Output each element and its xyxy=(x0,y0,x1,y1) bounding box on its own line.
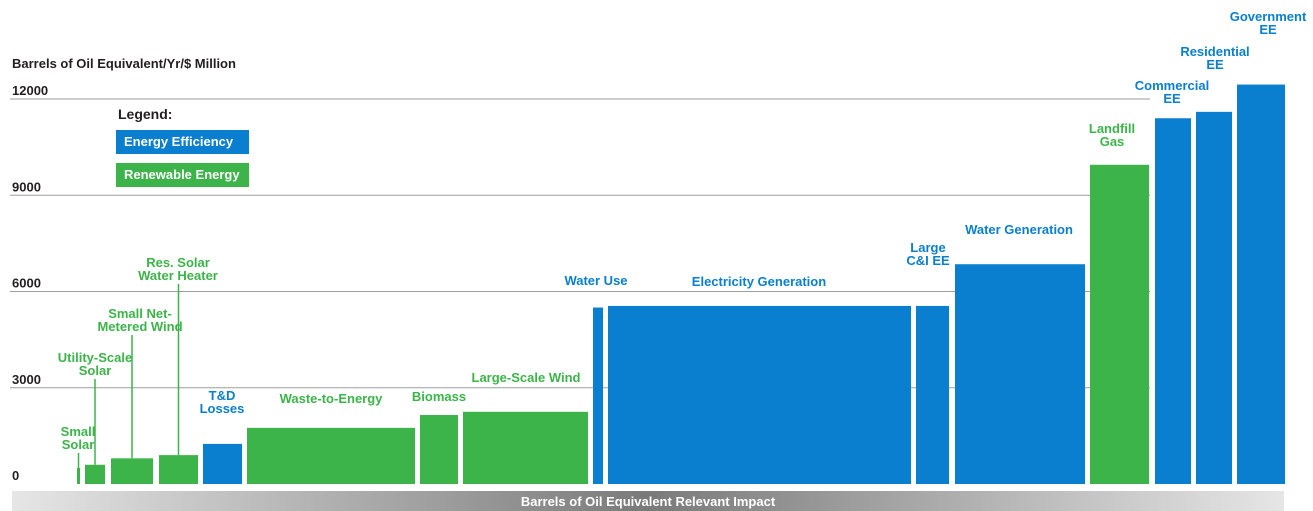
bars xyxy=(77,84,1285,485)
bar xyxy=(955,264,1085,484)
bar xyxy=(593,307,603,484)
bar-label: Large-Scale Wind xyxy=(472,370,581,385)
x-axis-label: Barrels of Oil Equivalent Relevant Impac… xyxy=(521,494,776,509)
bar-label: Water Generation xyxy=(965,222,1073,237)
legend-renewable-energy: Renewable Energy xyxy=(116,163,249,187)
bar xyxy=(463,411,588,484)
bar xyxy=(1090,164,1149,485)
bar xyxy=(1237,84,1285,484)
bar-label: Waste-to-Energy xyxy=(280,391,384,406)
bar-label: Small Solar xyxy=(61,424,96,452)
bar-label: Biomass xyxy=(412,389,466,404)
bar xyxy=(247,427,415,484)
bar xyxy=(159,455,198,484)
legend-energy-efficiency: Energy Efficiency xyxy=(116,130,249,154)
y-tick-label: 12000 xyxy=(12,83,48,98)
bar-label: Res. Solar Water Heater xyxy=(138,255,218,283)
bar xyxy=(1196,111,1232,484)
y-axis-label: Barrels of Oil Equivalent/Yr/$ Million xyxy=(12,56,236,71)
bar-label: Residential EE xyxy=(1180,44,1249,72)
y-tick-label: 0 xyxy=(12,468,19,483)
bar xyxy=(608,305,911,484)
y-tick-label: 9000 xyxy=(12,179,41,194)
bar-label: Electricity Generation xyxy=(692,274,826,289)
legend-title: Legend: xyxy=(118,106,173,122)
bar-label: Large C&I EE xyxy=(906,240,950,268)
bar xyxy=(916,305,949,484)
bar xyxy=(111,458,153,484)
y-tick-label: 3000 xyxy=(12,372,41,387)
bar xyxy=(85,464,105,484)
bar xyxy=(1155,118,1191,484)
y-tick-label: 6000 xyxy=(12,276,41,291)
x-axis-band xyxy=(12,491,1284,511)
bar-label: Commercial EE xyxy=(1135,78,1209,106)
bar xyxy=(420,415,458,484)
bar xyxy=(203,443,242,484)
bar-label: Government EE xyxy=(1230,9,1307,37)
bar-label: Utility-Scale Solar xyxy=(58,350,132,378)
bar-label: Landfill Gas xyxy=(1089,121,1135,149)
bar-label: T&D Losses xyxy=(200,388,245,416)
y-tick-labels: 0 3000 6000 9000 12000 xyxy=(12,83,48,483)
bar xyxy=(77,467,80,484)
bar-labels: Small Solar Utility-Scale Solar Small Net-Me… xyxy=(58,9,1307,468)
bar-label: Water Use xyxy=(564,273,627,288)
bar-label: Small Net-Metered Wind xyxy=(97,306,182,334)
